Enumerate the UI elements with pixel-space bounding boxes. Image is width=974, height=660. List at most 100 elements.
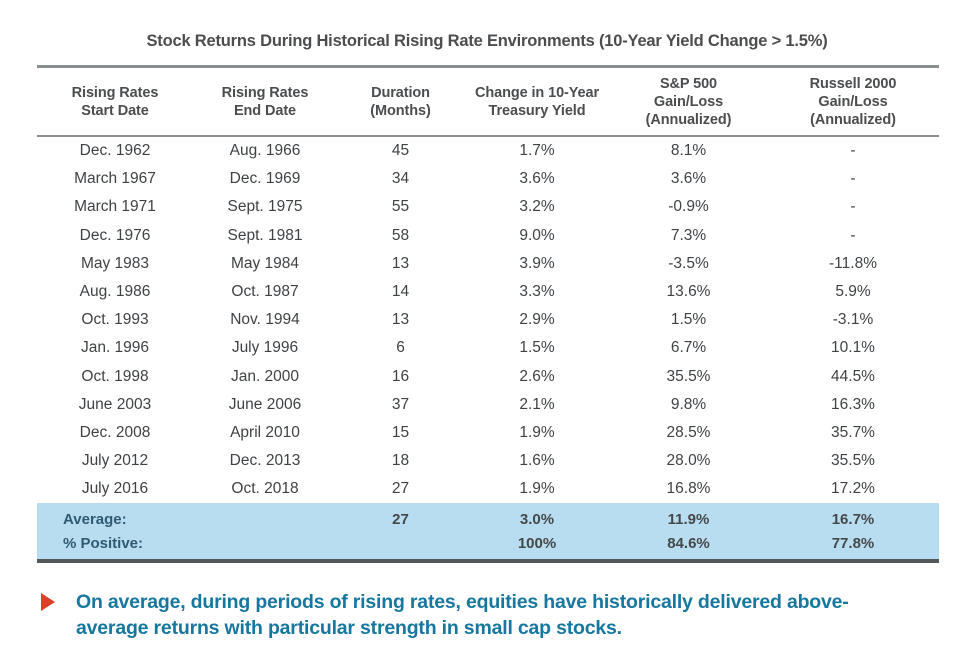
cell: 9.8% bbox=[670, 395, 707, 413]
cell: 55 bbox=[391, 198, 410, 216]
cell: 58 bbox=[391, 226, 410, 244]
cell: 13 bbox=[391, 254, 410, 272]
cell: 8.1% bbox=[670, 142, 707, 160]
cell: 5.9% bbox=[835, 283, 871, 301]
table-body: Dec. 1962 Aug. 1966 45 1.7% 8.1% - March 1967 D… bbox=[37, 136, 939, 503]
table-row: Dec. 2008 April 2010 15 1.9% 28.5% 35.7% bbox=[37, 419, 939, 447]
table-header: Rising Rates Start Date Rising Rates End … bbox=[37, 66, 939, 137]
cell: June 2006 bbox=[228, 395, 302, 413]
cell: -3.5% bbox=[668, 254, 709, 272]
table-row: Oct. 1993 Nov. 1994 13 2.9% 1.5% -3.1% bbox=[37, 306, 939, 334]
cell: July 2016 bbox=[81, 480, 149, 498]
cell: 3.2% bbox=[519, 198, 555, 216]
cell: 2.1% bbox=[519, 395, 555, 413]
cell: 14 bbox=[391, 283, 410, 301]
cell: 16.3% bbox=[831, 395, 875, 413]
cell: 16.8% bbox=[666, 480, 711, 498]
cell: -3.1% bbox=[832, 311, 874, 329]
cell: 27 bbox=[391, 480, 410, 498]
table-row: Dec. 1976 Sept. 1981 58 9.0% 7.3% - bbox=[37, 222, 939, 250]
column-header: Change in 10-Year Treasury Yield bbox=[464, 66, 610, 137]
cell: 11.9% bbox=[667, 510, 710, 528]
cell: June 2003 bbox=[78, 395, 152, 413]
cell: April 2010 bbox=[230, 423, 300, 441]
cell bbox=[193, 503, 337, 531]
column-header: Rising Rates End Date bbox=[193, 66, 337, 137]
cell: 1.9% bbox=[519, 423, 555, 441]
cell: July 1996 bbox=[231, 339, 299, 357]
cell: 3.6% bbox=[519, 170, 555, 188]
cell: Nov. 1994 bbox=[230, 311, 300, 329]
cell: - bbox=[850, 226, 856, 244]
cell: Dec. 1969 bbox=[229, 170, 301, 188]
cell: 35.7% bbox=[831, 423, 875, 441]
cell: 2.6% bbox=[519, 367, 555, 385]
cell: Oct. 1998 bbox=[81, 367, 149, 385]
cell: 28.0% bbox=[666, 452, 711, 470]
cell: - bbox=[850, 142, 856, 160]
cell: 77.8% bbox=[831, 534, 875, 552]
cell: 1.5% bbox=[519, 339, 555, 357]
cell: 3.0% bbox=[519, 510, 555, 528]
cell: Sept. 1981 bbox=[227, 226, 303, 244]
summary-row: % Positive: 100% 84.6% 77.8% bbox=[37, 531, 939, 562]
cell: - bbox=[850, 198, 856, 216]
summary-row-label: Average: bbox=[63, 510, 127, 528]
cell: 9.0% bbox=[519, 226, 555, 244]
cell: 27 bbox=[392, 510, 409, 528]
cell: 10.1% bbox=[831, 339, 875, 357]
cell: 28.5% bbox=[666, 423, 711, 441]
cell: 3.6% bbox=[670, 170, 707, 188]
cell bbox=[337, 531, 464, 561]
table-row: Jan. 1996 July 1996 6 1.5% 6.7% 10.1% bbox=[37, 334, 939, 362]
cell: Oct. 1993 bbox=[81, 311, 149, 329]
cell: Aug. 1966 bbox=[229, 142, 301, 160]
cell: 7.3% bbox=[670, 226, 707, 244]
cell: 17.2% bbox=[831, 480, 875, 498]
cell: Dec. 2008 bbox=[79, 423, 151, 441]
cell: 45 bbox=[391, 142, 410, 160]
cell: Oct. 2018 bbox=[231, 480, 299, 498]
cell: July 2012 bbox=[81, 452, 149, 470]
page: Stock Returns During Historical Rising R… bbox=[0, 30, 974, 660]
table-row: June 2003 June 2006 37 2.1% 9.8% 16.3% bbox=[37, 391, 939, 419]
column-header: S&P 500 Gain/Loss (Annualized) bbox=[610, 66, 767, 137]
table-row: July 2012 Dec. 2013 18 1.6% 28.0% 35.5% bbox=[37, 447, 939, 475]
cell bbox=[193, 531, 337, 561]
cell: 16 bbox=[391, 367, 410, 385]
cell: Oct. 1987 bbox=[231, 283, 299, 301]
column-header: Russell 2000 Gain/Loss (Annualized) bbox=[767, 66, 939, 137]
cell: 1.6% bbox=[519, 452, 555, 470]
cell: 1.9% bbox=[519, 480, 555, 498]
cell: Dec. 2013 bbox=[229, 452, 301, 470]
cell: 3.3% bbox=[519, 283, 555, 301]
cell: Sept. 1975 bbox=[227, 198, 303, 216]
summary-row: Average: 27 3.0% 11.9% 16.7% bbox=[37, 503, 939, 532]
cell: 1.7% bbox=[519, 142, 555, 160]
cell: 13.6% bbox=[666, 283, 711, 301]
cell: 13 bbox=[391, 311, 410, 329]
callout-text: On average, during periods of rising rat… bbox=[76, 591, 849, 640]
callout: On average, during periods of rising rat… bbox=[41, 589, 914, 641]
cell: March 1971 bbox=[74, 198, 156, 216]
cell: May 1983 bbox=[80, 254, 150, 272]
column-header: Rising Rates Start Date bbox=[37, 66, 193, 137]
cell: Jan. 2000 bbox=[230, 367, 300, 385]
cell: 35.5% bbox=[831, 452, 875, 470]
table-summary: Average: 27 3.0% 11.9% 16.7% % Positive: 100% 8… bbox=[37, 503, 939, 562]
cell: Jan. 1996 bbox=[80, 339, 150, 357]
cell: 84.6% bbox=[667, 534, 710, 552]
summary-row-label: % Positive: bbox=[63, 534, 144, 552]
triangle-right-icon bbox=[41, 593, 55, 612]
header-row: Rising Rates Start Date Rising Rates End … bbox=[37, 66, 939, 137]
table-row: Aug. 1986 Oct. 1987 14 3.3% 13.6% 5.9% bbox=[37, 278, 939, 306]
table-row: May 1983 May 1984 13 3.9% -3.5% -11.8% bbox=[37, 250, 939, 278]
cell: 100% bbox=[517, 534, 557, 552]
cell: 1.5% bbox=[670, 311, 707, 329]
cell: 44.5% bbox=[831, 367, 875, 385]
cell: - bbox=[850, 170, 856, 188]
cell: 6.7% bbox=[670, 339, 707, 357]
cell: -0.9% bbox=[668, 198, 709, 216]
cell: 2.9% bbox=[519, 311, 555, 329]
table-title: Stock Returns During Historical Rising R… bbox=[146, 32, 828, 50]
